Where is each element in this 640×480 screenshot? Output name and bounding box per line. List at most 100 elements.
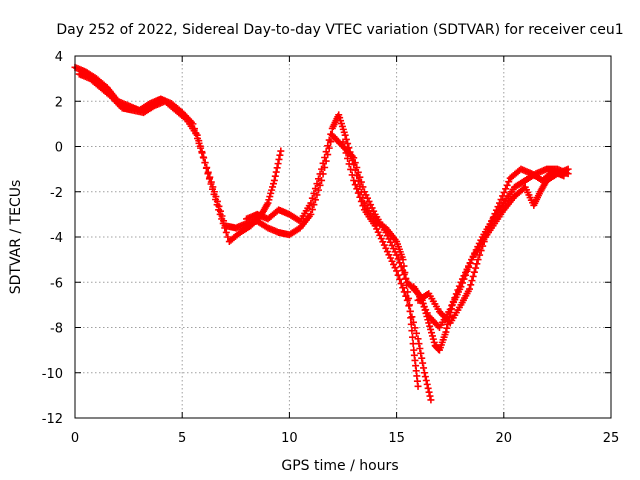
data-point [274,160,282,168]
data-point [353,185,361,193]
data-point [275,155,283,163]
y-tick-label: 0 [55,141,63,156]
data-point [400,262,408,270]
data-point [341,143,349,151]
data-point [390,260,398,268]
data-point [314,175,322,183]
series-track-a [71,63,572,331]
data-point [277,147,285,155]
data-point [267,189,275,197]
data-point [196,142,204,150]
data-point [442,328,450,336]
data-point [219,219,227,227]
data-point [371,222,379,230]
data-point [407,314,415,322]
data-point [212,196,220,204]
data-point [321,153,329,161]
data-point [465,285,473,293]
x-tick-label: 20 [496,431,513,446]
data-point [469,272,477,280]
data-point [486,220,494,228]
data-point [457,283,465,291]
data-point [391,264,399,272]
data-point [311,185,319,193]
data-point [374,228,382,236]
y-tick-label: 2 [55,95,63,110]
data-point [356,193,364,201]
data-point [418,354,426,362]
data-point [348,156,356,164]
data-point [505,178,513,186]
data-point [409,333,417,341]
data-point [199,153,207,161]
data-point [347,152,355,160]
data-point [425,319,433,327]
data-point [400,288,408,296]
data-point [222,228,230,236]
x-tick-label: 10 [281,431,298,446]
data-point [447,305,455,313]
data-point [488,217,496,225]
data-point [494,203,502,211]
data-point [499,192,507,200]
data-point [492,206,500,214]
x-tick-label: 25 [603,431,620,446]
grid-lines [75,56,611,418]
data-point [402,292,410,300]
data-point [424,316,432,324]
data-point [419,300,427,308]
data-point [408,313,416,321]
data-point [428,332,436,340]
data-point [429,335,437,343]
data-point [264,199,272,207]
data-point [377,235,385,243]
y-tick-label: 4 [55,50,63,65]
data-point [411,324,419,332]
data-point [181,114,189,122]
y-tick-label: -6 [50,276,63,291]
data-point [419,359,427,367]
y-tick-label: -10 [42,367,63,382]
data-point [489,213,497,221]
data-point [271,172,279,180]
data-point [350,176,358,184]
data-point [272,168,280,176]
data-point [403,281,411,289]
data-point [344,140,352,148]
data-point [209,185,217,193]
data-point [463,267,471,275]
data-point [394,271,402,279]
data-point [474,256,482,264]
data-point [421,306,429,314]
data-point [276,151,284,159]
data-point [318,165,326,173]
data-point [399,284,407,292]
data-point [307,199,315,207]
data-point [386,254,394,262]
x-tick-label: 5 [178,431,186,446]
data-point [388,241,396,249]
data-point [564,165,572,173]
data-point [416,345,424,353]
data-point [427,325,435,333]
data-point [396,259,404,267]
series-track-f [414,165,568,327]
data-point [202,164,210,172]
data-point [502,185,510,193]
data-point [460,275,468,283]
data-point [308,194,316,202]
data-point [427,396,435,404]
y-tick-label: -12 [42,412,63,427]
x-tick-label: 0 [71,431,79,446]
data-point [483,228,491,236]
series-track-b [75,70,285,246]
data-point [476,251,484,259]
data-point [216,210,224,218]
data-point [426,322,434,330]
data-point [413,329,421,337]
y-axis-label: SDTVAR / TECUs [8,180,24,295]
data-point [462,271,470,279]
data-point [270,176,278,184]
data-point [215,206,223,214]
data-point [421,373,429,381]
